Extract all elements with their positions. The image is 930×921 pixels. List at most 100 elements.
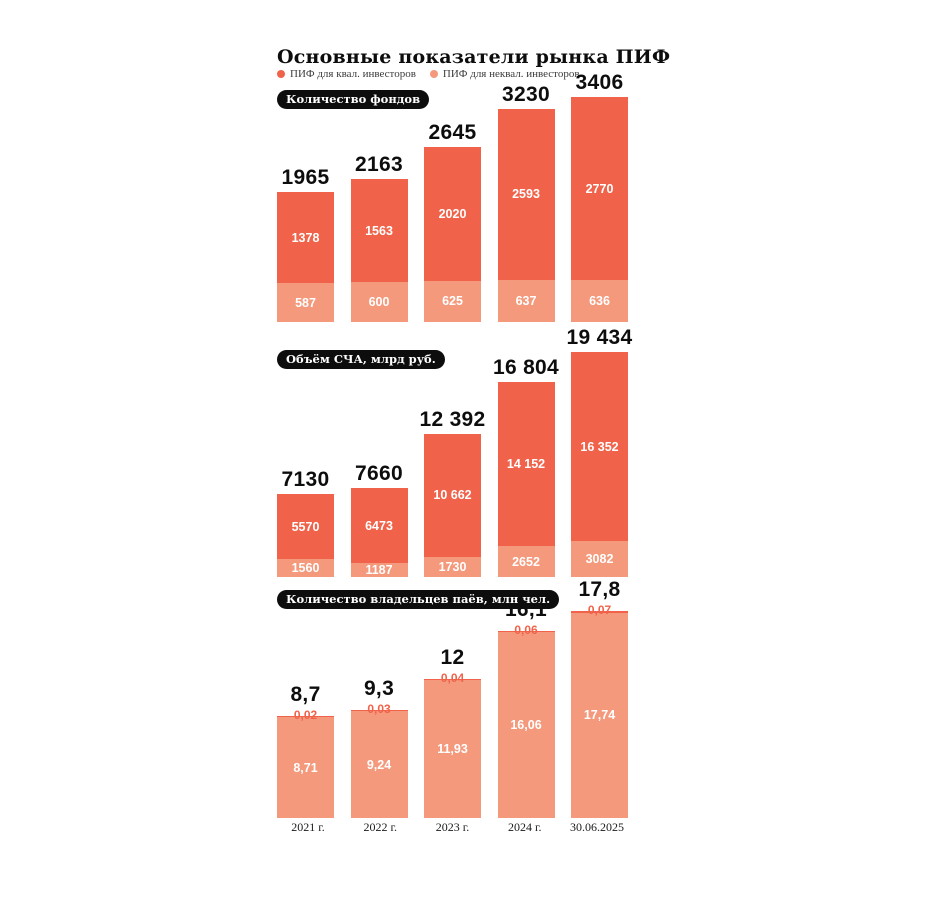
bar-group: 16,1 0,06 16,06 xyxy=(497,578,555,818)
x-axis: 2021 г. 2022 г. 2023 г. 2024 г. 30.06.20… xyxy=(277,820,628,835)
segment-label-qual: 0,02 xyxy=(293,707,318,722)
bar-group: 3230 2593 637 xyxy=(497,66,555,322)
bar-segment-qual: 16 352 xyxy=(571,352,628,542)
nonqual-dot-icon xyxy=(429,70,438,78)
bar-segment-qual: 10 662 xyxy=(424,433,481,557)
bar-segment-qual xyxy=(277,715,334,718)
segment-label-qual: 2593 xyxy=(512,187,540,202)
segment-label-nonqual: 1187 xyxy=(365,563,393,578)
bar-segment-nonqual: 587 xyxy=(277,283,334,322)
segment-label-nonqual: 637 xyxy=(515,293,537,308)
total-label: 8,7 xyxy=(290,682,321,706)
bar-segment-nonqual: 1560 xyxy=(277,558,334,577)
bar-group: 12 0,04 11,93 xyxy=(424,578,481,818)
segment-label-qual: 2020 xyxy=(438,207,467,221)
bar-segment-qual: 14 152 xyxy=(497,382,555,547)
bar-segment-nonqual: 11,93 xyxy=(424,680,481,818)
legend-item-nonqual: ПИФ для неквал. инвесторов xyxy=(429,68,580,80)
bar-segment-nonqual: 3082 xyxy=(571,541,628,577)
qual-dot-icon xyxy=(277,70,285,78)
bar-segment-nonqual: 16,06 xyxy=(497,632,555,818)
bar-group: 7660 6473 1187 xyxy=(350,321,408,578)
segment-label-nonqual: 16,06 xyxy=(510,718,542,733)
stacked-bar: 6473 1187 xyxy=(350,488,408,578)
bar-segment-qual: 2593 xyxy=(497,108,555,280)
stacked-bar: 5570 1560 xyxy=(277,494,334,577)
bar-group: 2163 1563 600 xyxy=(350,66,408,322)
stacked-bar: 2020 625 xyxy=(424,147,481,322)
segment-label-nonqual: 11,93 xyxy=(437,742,468,756)
legend: ПИФ для квал. инвесторов ПИФ для неквал.… xyxy=(277,68,580,80)
chart-funds-count: 1965 1378 587 2163 1563 600 2645 2020 625 3230 259… xyxy=(277,66,628,322)
segment-label-qual: 16 352 xyxy=(580,439,619,454)
stacked-bar: 10 662 1730 xyxy=(424,433,481,577)
page-title: Основные показатели рынка ПИФ xyxy=(277,46,671,68)
segment-label-qual: 10 662 xyxy=(433,488,472,503)
bar-segment-qual xyxy=(571,611,628,613)
segment-label-qual: 2770 xyxy=(585,181,614,196)
bar-group: 8,7 0,02 8,71 xyxy=(277,578,334,818)
bar-segment-nonqual: 8,71 xyxy=(277,717,334,818)
stacked-bar: 1378 587 xyxy=(277,192,334,322)
stacked-bar: 11,93 xyxy=(424,678,481,818)
bar-segment-qual: 2020 xyxy=(424,147,481,281)
total-label: 2163 xyxy=(355,153,403,177)
segment-label-nonqual: 1560 xyxy=(291,560,320,575)
bar-segment-nonqual: 17,74 xyxy=(571,612,628,818)
segment-label-nonqual: 1730 xyxy=(438,559,467,574)
segment-label-nonqual: 3082 xyxy=(585,552,614,567)
stacked-bar: 16,06 xyxy=(497,630,555,818)
bar-segment-qual xyxy=(424,678,481,681)
stacked-bar: 2593 637 xyxy=(497,108,555,322)
segment-label-nonqual: 9,24 xyxy=(366,757,392,772)
bar-segment-nonqual: 1730 xyxy=(424,556,481,577)
total-label: 3406 xyxy=(575,71,624,95)
x-label-2021: 2021 г. xyxy=(291,820,325,834)
stacked-bar: 16 352 3082 xyxy=(571,352,628,577)
x-label-2023: 2023 г. xyxy=(435,820,470,834)
segment-label-nonqual: 17,74 xyxy=(583,708,616,723)
segment-label-qual: 0,03 xyxy=(367,701,391,716)
legend-item-qual: ПИФ для квал. инвесторов xyxy=(277,68,416,80)
legend-label-nonqual: ПИФ для неквал. инвесторов xyxy=(442,68,580,80)
segment-label-qual: 0,07 xyxy=(587,603,612,618)
segment-label-nonqual: 600 xyxy=(368,295,390,310)
segment-label-nonqual: 625 xyxy=(442,294,463,309)
total-label: 17,8 xyxy=(578,578,621,602)
x-label-30-06-2025: 30.06.2025 xyxy=(570,820,624,834)
bar-segment-qual: 5570 xyxy=(277,494,334,559)
bar-segment-nonqual: 1187 xyxy=(350,563,408,578)
chart-label-nav-volume: Объём СЧА, млрд руб. xyxy=(277,350,445,369)
bar-segment-qual: 1378 xyxy=(277,192,334,284)
bar-group: 16 804 14 152 2652 xyxy=(493,321,559,577)
bar-group: 12 392 10 662 1730 xyxy=(419,321,485,577)
bar-segment-nonqual: 637 xyxy=(497,279,555,322)
segment-label-qual: 6473 xyxy=(365,518,393,533)
stacked-bar: 8,71 xyxy=(277,715,334,818)
bar-segment-nonqual: 636 xyxy=(571,280,628,322)
bar-segment-qual xyxy=(497,630,555,633)
bar-segment-nonqual: 9,24 xyxy=(350,711,408,818)
bar-group: 2645 2020 625 xyxy=(424,66,481,322)
bar-segment-nonqual: 600 xyxy=(350,282,408,322)
stacked-bar: 17,74 xyxy=(571,611,628,818)
total-label: 1965 xyxy=(281,166,330,190)
total-label: 7660 xyxy=(355,462,403,486)
segment-label-nonqual: 8,71 xyxy=(293,760,318,775)
stacked-bar: 9,24 xyxy=(350,709,408,818)
segment-label-nonqual: 587 xyxy=(295,295,316,310)
bar-group: 7130 5570 1560 xyxy=(277,321,334,577)
segment-label-qual: 0,04 xyxy=(440,670,465,685)
chart-unit-holders: 8,7 0,02 8,71 9,3 0,03 9,24 12 0,04 11,93 16,1 0,0… xyxy=(277,578,628,818)
stacked-bar: 14 152 2652 xyxy=(497,382,555,577)
total-label: 16 804 xyxy=(492,356,560,380)
total-label: 12 392 xyxy=(419,407,486,431)
segment-label-qual: 1563 xyxy=(365,223,393,238)
chart-label-funds-count: Количество фондов xyxy=(277,90,430,109)
bar-segment-qual: 1563 xyxy=(350,179,408,283)
segment-label-qual: 5570 xyxy=(291,519,320,534)
segment-label-nonqual: 636 xyxy=(589,294,610,308)
total-label: 2645 xyxy=(428,121,477,145)
chart-label-unit-holders: Количество владельцев паёв, млн чел. xyxy=(277,590,560,609)
segment-label-qual: 14 152 xyxy=(506,457,546,472)
